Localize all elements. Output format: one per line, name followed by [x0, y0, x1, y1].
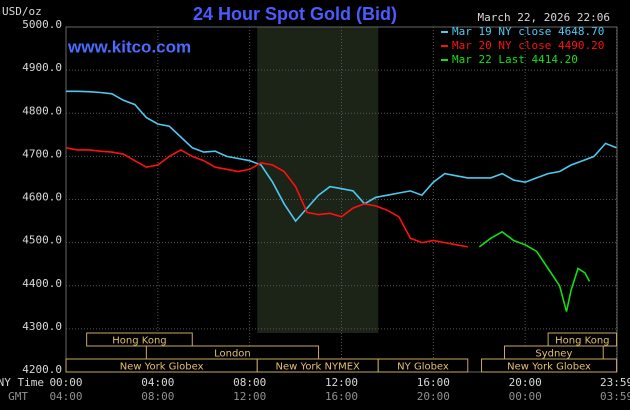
- y-tick-label: 4300.0: [22, 320, 62, 333]
- x2-tick-label: 08:00: [141, 390, 174, 403]
- x-tick-label: 16:00: [417, 376, 450, 389]
- site-url: www.kitco.com: [67, 37, 191, 56]
- x-tick-label: 08:00: [233, 376, 266, 389]
- session-box: [86, 332, 193, 347]
- y-tick-label: 4200.0: [22, 363, 62, 376]
- session-label: NY Globex: [397, 362, 449, 373]
- y-tick-label: 4600.0: [22, 191, 62, 204]
- session-label: New York NYMEX: [276, 362, 361, 373]
- y-tick-label: 4700.0: [22, 147, 62, 160]
- session-label: Sydney: [535, 349, 572, 360]
- y-tick-label: 4900.0: [22, 61, 62, 74]
- x-axis-label: NY Time: [0, 376, 44, 389]
- session-label: London: [214, 349, 251, 360]
- x-tick-label: 20:00: [509, 376, 542, 389]
- x-tick-label: 04:00: [141, 376, 174, 389]
- y-tick-label: 5000.0: [22, 18, 62, 31]
- y-unit: USD/oz: [2, 5, 42, 18]
- session-box: [377, 358, 469, 373]
- x2-tick-label: 16:00: [325, 390, 358, 403]
- legend-label: Mar 22 Last 4414.20: [452, 53, 578, 66]
- x2-tick-label: 20:00: [417, 390, 450, 403]
- x-tick-label: 00:00: [49, 376, 82, 389]
- session-shade: [257, 27, 379, 333]
- y-tick-label: 4800.0: [22, 104, 62, 117]
- timestamp: March 22, 2026 22:06: [478, 11, 610, 24]
- legend-label: Mar 20 NY close 4490.20: [452, 39, 604, 52]
- x-tick-label: 12:00: [325, 376, 358, 389]
- chart-title: 24 Hour Spot Gold (Bid): [193, 4, 397, 24]
- x2-axis-label: GMT: [8, 390, 28, 403]
- session-label: New York Globex: [120, 362, 204, 373]
- legend-label: Mar 19 NY close 4648.70: [452, 25, 604, 38]
- session-box: [481, 358, 618, 373]
- x2-tick-label: 12:00: [233, 390, 266, 403]
- y-tick-label: 4400.0: [22, 277, 62, 290]
- price-line: [66, 90, 617, 223]
- session-label: Hong Kong: [555, 336, 609, 347]
- price-line: [478, 230, 591, 312]
- price-line: [65, 147, 468, 248]
- session-label: Hong Kong: [112, 336, 166, 347]
- x2-tick-label: 04:00: [49, 390, 82, 403]
- x2-tick-label: 00:00: [509, 390, 542, 403]
- y-tick-label: 4500.0: [22, 234, 62, 247]
- x-tick-label: 23:59: [600, 376, 630, 389]
- x2-tick-label: 03:59: [600, 390, 630, 403]
- session-label: New York Globex: [507, 362, 591, 373]
